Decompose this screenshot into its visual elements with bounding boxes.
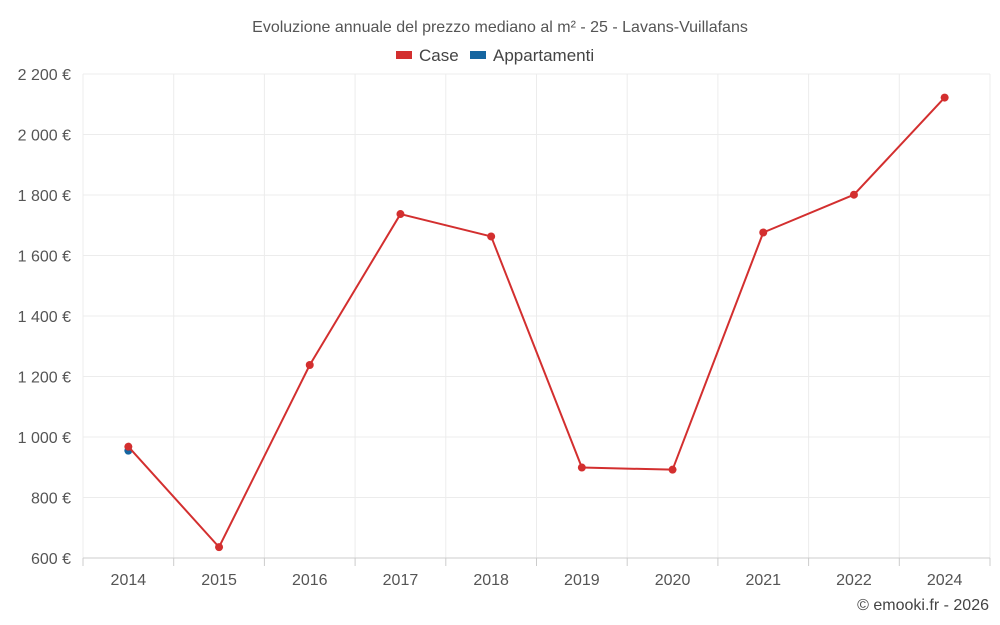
legend-label-appartamenti: Appartamenti [493,46,594,65]
x-tick-label: 2021 [745,572,781,589]
x-tick-label: 2016 [292,572,328,589]
gridlines [82,73,991,559]
y-tick-label: 1 200 € [18,370,71,387]
y-tick-label: 1 400 € [18,309,71,326]
y-tick-label: 1 000 € [18,430,71,447]
x-tick-label: 2014 [111,572,147,589]
x-tick-label: 2018 [473,572,509,589]
y-tick-label: 2 200 € [18,67,71,84]
legend-swatch-appartamenti [470,51,486,59]
x-axis: 2014 2015 2016 2017 2018 2019 2020 2021 2022 2024 [82,557,991,589]
y-axis: 600 € 800 € 1 000 € 1 200 € 1 400 € 1 600 € 1 … [18,67,71,568]
x-tick-label: 2017 [383,572,419,589]
x-tick-label: 2020 [655,572,691,589]
legend-item-case[interactable]: Case [396,46,459,65]
credit-text: © emooki.fr - 2026 [857,597,989,614]
data-point-case[interactable] [577,463,586,472]
data-point-case[interactable] [396,210,405,219]
data-point-case[interactable] [487,232,496,241]
data-point-case[interactable] [849,190,858,199]
data-point-case[interactable] [305,361,314,370]
data-point-case[interactable] [215,543,224,552]
y-tick-label: 600 € [31,551,71,568]
legend-label-case: Case [419,46,459,65]
x-tick-label: 2015 [201,572,237,589]
legend-item-appartamenti[interactable]: Appartamenti [470,46,594,65]
legend-swatch-case [396,51,412,59]
data-point-case[interactable] [940,93,949,102]
x-tick-label: 2022 [836,572,872,589]
x-tick-label: 2019 [564,572,600,589]
data-point-case[interactable] [759,228,768,237]
data-point-case[interactable] [668,465,677,474]
series-line-case [127,96,946,549]
chart-title: Evoluzione annuale del prezzo mediano al… [252,19,748,36]
data-point-case[interactable] [124,442,133,451]
y-tick-label: 800 € [31,491,71,508]
y-tick-label: 2 000 € [18,128,71,145]
series-layer [124,93,949,552]
legend: Case Appartamenti [396,46,594,65]
y-tick-label: 1 600 € [18,249,71,266]
x-tick-label: 2024 [927,572,963,589]
y-tick-label: 1 800 € [18,188,71,205]
